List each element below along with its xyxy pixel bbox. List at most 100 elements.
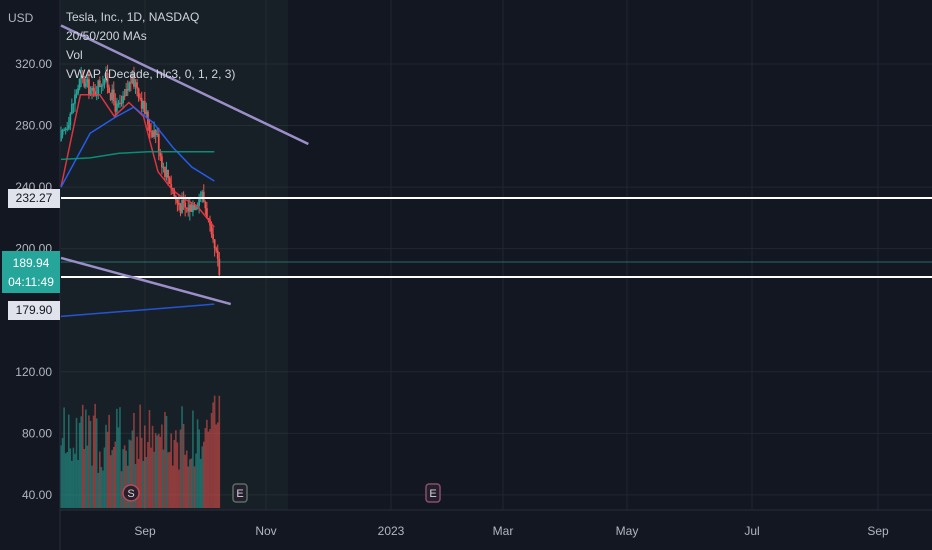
candle-body: [193, 204, 196, 210]
candle-body: [179, 205, 182, 213]
volume-bar: [209, 429, 211, 508]
volume-bar: [204, 427, 207, 508]
time-tick-label: Jul: [744, 524, 759, 538]
time-axis[interactable]: Sep Nov 2023 Mar May Jul Sep: [134, 524, 889, 538]
candle-body: [91, 87, 93, 91]
candle-body: [92, 87, 95, 92]
trendline[interactable]: [60, 256, 232, 306]
volume-bar: [148, 410, 151, 508]
candle-body: [207, 218, 210, 220]
candle-body: [89, 90, 92, 96]
trendline[interactable]: [60, 24, 309, 146]
volume-bar: [125, 450, 127, 508]
candle-body: [176, 199, 179, 203]
volume-bar: [75, 417, 78, 508]
candle-body: [78, 78, 81, 89]
price-tick-label: 80.00: [22, 426, 52, 440]
candle-body: [150, 131, 152, 133]
volume-bar: [157, 433, 160, 508]
volume-bar: [102, 470, 104, 508]
level-badge-lower: 179.90: [8, 301, 60, 320]
candle-body: [98, 80, 101, 88]
event-marker[interactable]: S: [122, 484, 140, 502]
volume-bar: [94, 403, 96, 508]
candle-body: [205, 208, 208, 219]
candle-body: [109, 92, 112, 100]
volume-bar: [162, 449, 165, 508]
volume-bar: [92, 415, 95, 508]
volume-bar: [117, 427, 120, 508]
candle-body: [198, 198, 201, 206]
indicator-vol-label[interactable]: Vol: [66, 48, 83, 62]
volume-bar: [136, 436, 138, 508]
volume-bar: [190, 458, 193, 508]
volume-bar: [72, 447, 75, 508]
symbol-title[interactable]: Tesla, Inc., 1D, NASDAQ: [66, 10, 200, 24]
candle-body: [185, 207, 188, 209]
volume-bar: [151, 425, 154, 508]
chart-legend: Tesla, Inc., 1D, NASDAQ 20/50/200 MAs Vo…: [66, 8, 235, 84]
volume-bar: [198, 429, 200, 508]
candle-body: [128, 82, 131, 91]
candle-body: [162, 167, 165, 169]
indicator-ma-label[interactable]: 20/50/200 MAs: [66, 29, 147, 43]
candle-body: [142, 101, 145, 109]
volume-bar: [111, 450, 114, 508]
candle-body: [69, 113, 72, 126]
candle-body: [170, 184, 173, 188]
candle-body: [119, 102, 121, 104]
volume-bar: [207, 431, 210, 508]
candle-body: [122, 95, 124, 104]
trendlines[interactable]: [60, 24, 309, 306]
indicator-vwap-label[interactable]: VWAP (Decade, hlc3, 0, 1, 2, 3): [66, 67, 236, 81]
candle-body: [182, 200, 185, 203]
candle-body: [160, 156, 163, 168]
candle-body: [75, 93, 78, 95]
time-tick-label: 2023: [378, 524, 405, 538]
candle-body: [126, 89, 129, 91]
candle-body: [125, 89, 128, 96]
volume-bar: [67, 414, 70, 508]
indicator-line: [60, 94, 215, 228]
candle-body: [112, 89, 115, 102]
candle-body: [100, 85, 103, 88]
candle-body: [70, 104, 73, 114]
volume-bar: [60, 445, 62, 508]
event-marker-label: S: [127, 488, 134, 500]
volume-bar: [165, 416, 168, 508]
candle-body: [164, 167, 166, 178]
volume-bar: [182, 423, 185, 508]
time-tick-label: Nov: [255, 524, 276, 538]
candle-body: [67, 125, 70, 129]
volume-bar: [184, 454, 186, 508]
candle-body: [131, 73, 134, 84]
volume-bar: [168, 451, 171, 508]
event-marker[interactable]: E: [232, 483, 248, 503]
volume-bar: [61, 437, 64, 508]
volume-bar: [83, 448, 86, 508]
price-tick-label: 320.00: [15, 57, 52, 71]
event-marker[interactable]: E: [425, 483, 441, 503]
volume-bar: [130, 440, 132, 508]
volume-bar: [212, 402, 214, 508]
volume-bar: [206, 419, 208, 508]
candle-body: [213, 239, 216, 249]
volume-bar: [192, 410, 194, 508]
candle-body: [145, 111, 148, 114]
candle-body: [61, 130, 64, 135]
volume-bar: [144, 425, 146, 508]
last-price-value: 189.94: [12, 256, 50, 270]
volume-bar: [91, 465, 93, 508]
candle-body: [106, 72, 109, 88]
volume-bar: [99, 451, 101, 508]
volume-bar: [173, 439, 176, 508]
volume-bar: [106, 431, 109, 508]
candle-body: [188, 204, 191, 212]
candle-body: [148, 124, 151, 132]
volume-bar: [120, 471, 123, 508]
volume-bar: [109, 455, 112, 508]
volume-bar: [97, 472, 100, 508]
candle-body: [139, 97, 142, 99]
volume-bar: [133, 412, 135, 508]
candle-body: [212, 234, 214, 240]
